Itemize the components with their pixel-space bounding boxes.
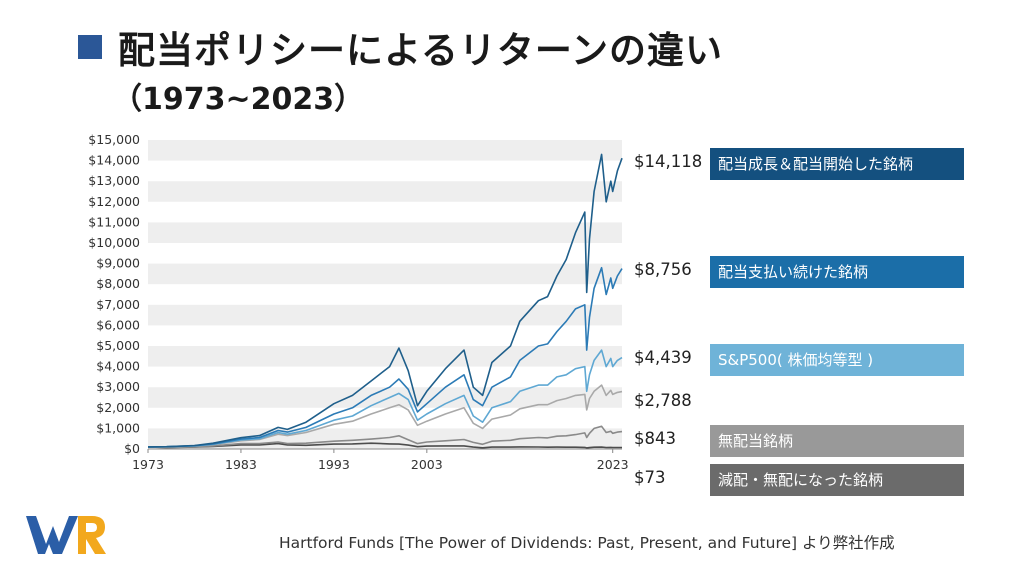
x-tick-label: 2023 (597, 457, 629, 472)
y-tick-label: $14,000 (88, 153, 140, 168)
y-tick-label: $4,000 (96, 359, 140, 374)
series-label-box: 配当支払い続けた銘柄 (710, 256, 964, 288)
series-line (147, 266, 623, 448)
y-tick-label: $9,000 (96, 256, 140, 271)
grid-band (148, 181, 622, 202)
y-tick-label: $8,000 (96, 276, 140, 291)
series-line (147, 349, 623, 448)
series-label-box: S&P500( 株価均等型 ) (710, 344, 964, 376)
company-logo (26, 512, 106, 560)
chart-subtitle: （1973~2023） (112, 82, 365, 117)
x-tick-label: 1983 (225, 457, 257, 472)
series-line (147, 425, 623, 449)
grid-band (148, 222, 622, 243)
series-line (147, 153, 623, 448)
series-end-value: $73 (634, 468, 666, 487)
y-tick-label: $11,000 (88, 214, 140, 229)
series-end-value: $8,756 (634, 260, 692, 279)
x-tick-label: 1993 (318, 457, 350, 472)
y-tick-label: $2,000 (96, 400, 140, 415)
y-axis: $15,000 $14,000 $13,000 $12,000 $11,000 $10,0… (88, 132, 140, 456)
series-label-box: 配当成長＆配当開始した銘柄 (710, 148, 964, 180)
source-note: Hartford Funds [The Power of Dividends: … (279, 534, 895, 552)
y-tick-label: $7,000 (96, 297, 140, 312)
series-line (148, 384, 623, 448)
series-lines (147, 153, 623, 449)
y-tick-label: $15,000 (88, 132, 140, 147)
y-tick-label: $3,000 (96, 379, 140, 394)
y-tick-label: $5,000 (96, 338, 140, 353)
series-end-value: $14,118 (634, 152, 703, 171)
y-tick-label: $0 (124, 441, 140, 456)
grid-band (148, 346, 622, 367)
y-tick-label: $13,000 (88, 173, 140, 188)
series-end-value: $2,788 (634, 391, 692, 410)
y-tick-label: $10,000 (88, 235, 140, 250)
series-label-box: 無配当銘柄 (710, 425, 964, 457)
wr-logo-icon (26, 516, 106, 554)
series-label-box: 減配・無配になった銘柄 (710, 464, 964, 496)
grid-band (148, 387, 622, 408)
grid-band (148, 140, 622, 161)
y-tick-label: $6,000 (96, 317, 140, 332)
series-end-value: $843 (634, 429, 676, 448)
x-axis: 1973 1983 1993 2003 2023 (132, 449, 629, 472)
x-tick-label: 2003 (411, 457, 443, 472)
y-tick-label: $12,000 (88, 194, 140, 209)
chart-title: 配当ポリシーによるリターンの違い (118, 29, 724, 72)
grid-band (148, 304, 622, 326)
series-line (147, 442, 622, 449)
y-tick-label: $1,000 (96, 420, 140, 435)
x-tick-label: 1973 (132, 457, 164, 472)
title-row: 配当ポリシーによるリターンの違い (78, 20, 723, 74)
title-square-icon (78, 35, 102, 59)
grid-band (148, 263, 622, 285)
series-end-value: $4,439 (634, 348, 692, 367)
